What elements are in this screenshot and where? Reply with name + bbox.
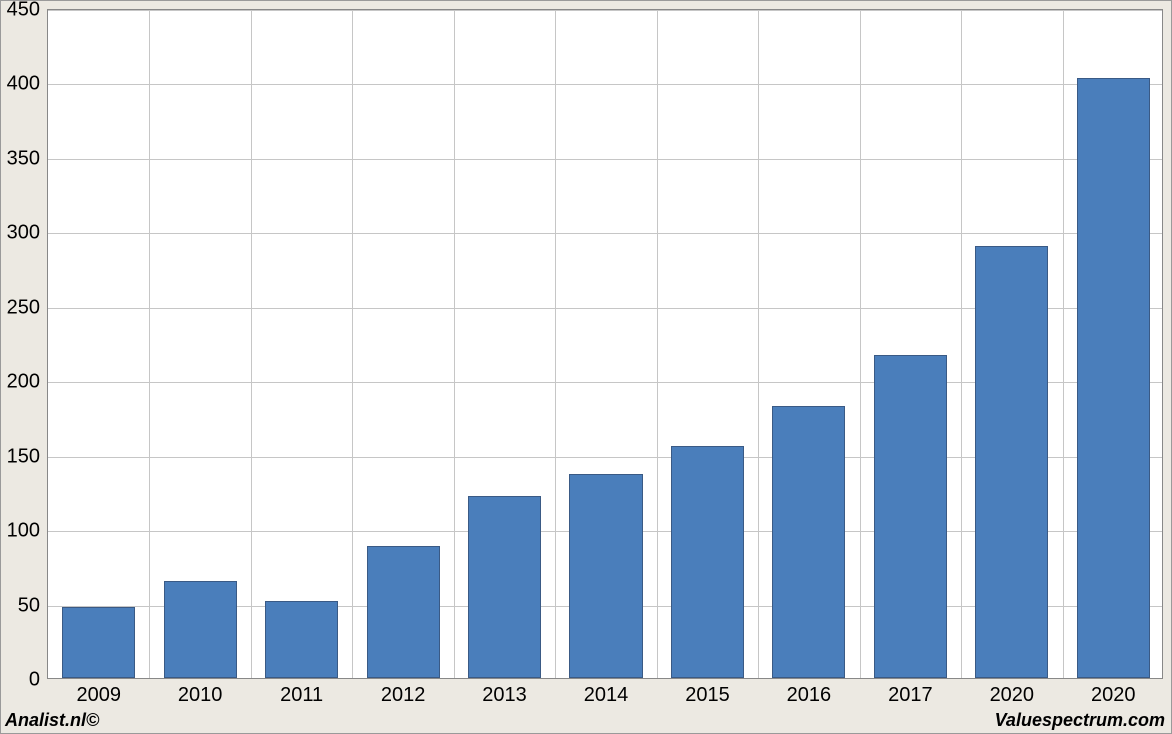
- bar: [62, 607, 135, 678]
- xtick-label: 2017: [888, 678, 933, 707]
- ytick-label: 400: [7, 73, 48, 96]
- ytick-label: 100: [7, 520, 48, 543]
- xtick-label: 2016: [787, 678, 832, 707]
- bar: [671, 446, 744, 678]
- xtick-label: 2020: [1091, 678, 1136, 707]
- ytick-label: 350: [7, 147, 48, 170]
- bar: [772, 406, 845, 678]
- gridline-vertical: [149, 10, 150, 678]
- ytick-label: 150: [7, 445, 48, 468]
- bar: [164, 581, 237, 678]
- credit-left: Analist.nl©: [5, 710, 99, 731]
- gridline-vertical: [454, 10, 455, 678]
- gridline-vertical: [657, 10, 658, 678]
- bar: [569, 474, 642, 678]
- gridline-vertical: [961, 10, 962, 678]
- bar: [265, 601, 338, 678]
- gridline-horizontal: [48, 84, 1162, 85]
- ytick-label: 450: [7, 0, 48, 22]
- ytick-label: 250: [7, 296, 48, 319]
- xtick-label: 2010: [178, 678, 223, 707]
- bar: [874, 355, 947, 678]
- bar: [367, 546, 440, 679]
- gridline-vertical: [860, 10, 861, 678]
- ytick-label: 200: [7, 371, 48, 394]
- xtick-label: 2020: [990, 678, 1035, 707]
- xtick-label: 2014: [584, 678, 629, 707]
- plot-area: 0501001502002503003504004502009201020112…: [47, 9, 1163, 679]
- bar: [975, 246, 1048, 678]
- xtick-label: 2012: [381, 678, 426, 707]
- ytick-label: 300: [7, 222, 48, 245]
- ytick-label: 0: [29, 669, 48, 692]
- xtick-label: 2011: [280, 678, 323, 707]
- ytick-label: 50: [18, 594, 48, 617]
- xtick-label: 2009: [76, 678, 121, 707]
- gridline-vertical: [1063, 10, 1064, 678]
- gridline-vertical: [758, 10, 759, 678]
- gridline-horizontal: [48, 10, 1162, 11]
- chart-outer-frame: 0 50 100 150 200 250 300 350 400 450 2009 2010 2011 2…: [0, 0, 1172, 734]
- xtick-label: 2013: [482, 678, 527, 707]
- bar: [1077, 78, 1150, 678]
- gridline-vertical: [555, 10, 556, 678]
- gridline-vertical: [251, 10, 252, 678]
- gridline-horizontal: [48, 233, 1162, 234]
- credit-right: Valuespectrum.com: [995, 710, 1165, 731]
- bar: [468, 496, 541, 678]
- gridline-horizontal: [48, 159, 1162, 160]
- xtick-label: 2015: [685, 678, 730, 707]
- gridline-vertical: [352, 10, 353, 678]
